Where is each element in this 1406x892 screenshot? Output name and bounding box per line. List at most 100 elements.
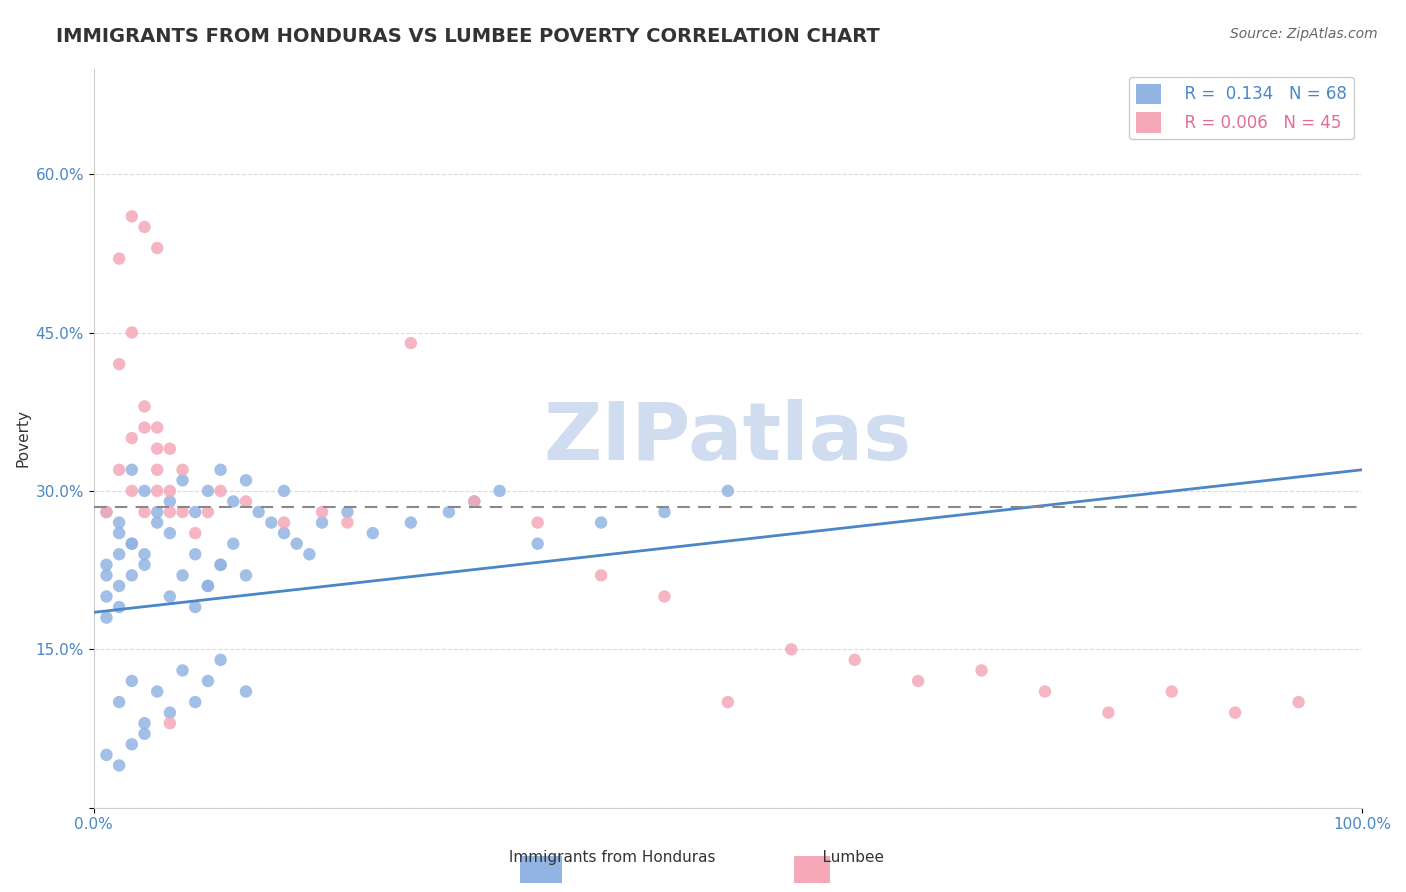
Text: ZIPatlas: ZIPatlas [544, 399, 912, 477]
Point [134, 483, 156, 498]
Point [184, 505, 207, 519]
Text: Lumbee: Lumbee [803, 850, 884, 865]
Point [235, 494, 257, 508]
Point [780, 642, 803, 657]
Point [108, 463, 131, 477]
Point [134, 505, 156, 519]
Point [108, 600, 131, 615]
Point [209, 483, 232, 498]
Point [311, 516, 333, 530]
Point [146, 505, 169, 519]
Point [1225, 706, 1247, 720]
Point [209, 463, 232, 477]
Point [159, 526, 181, 541]
Point [121, 326, 143, 340]
Point [108, 695, 131, 709]
Point [591, 568, 613, 582]
Legend:   R =  0.134   N = 68,   R = 0.006   N = 45: R = 0.134 N = 68, R = 0.006 N = 45 [1129, 77, 1354, 139]
Point [907, 673, 929, 688]
Point [463, 494, 485, 508]
Point [526, 537, 548, 551]
Point [591, 516, 613, 530]
Point [526, 516, 548, 530]
Point [172, 568, 194, 582]
Point [108, 547, 131, 561]
Point [1288, 695, 1310, 709]
Point [172, 473, 194, 487]
Point [336, 516, 359, 530]
Point [298, 547, 321, 561]
Point [96, 568, 118, 582]
Point [134, 219, 156, 234]
Point [437, 505, 460, 519]
Point [197, 673, 219, 688]
Point [96, 505, 118, 519]
Point [247, 505, 270, 519]
Point [134, 420, 156, 434]
Point [285, 537, 308, 551]
Point [134, 547, 156, 561]
Point [311, 505, 333, 519]
Text: Source: ZipAtlas.com: Source: ZipAtlas.com [1230, 27, 1378, 41]
Point [134, 558, 156, 572]
Point [1033, 684, 1056, 698]
Point [121, 210, 143, 224]
Point [159, 716, 181, 731]
Text: IMMIGRANTS FROM HONDURAS VS LUMBEE POVERTY CORRELATION CHART: IMMIGRANTS FROM HONDURAS VS LUMBEE POVER… [56, 27, 880, 45]
Point [146, 483, 169, 498]
Point [463, 494, 485, 508]
Point [1160, 684, 1182, 698]
Point [197, 483, 219, 498]
Point [159, 442, 181, 456]
Point [146, 516, 169, 530]
Point [273, 516, 295, 530]
Point [654, 505, 676, 519]
Point [146, 241, 169, 255]
Point [184, 526, 207, 541]
Point [121, 483, 143, 498]
Point [108, 252, 131, 266]
Point [197, 579, 219, 593]
Point [96, 590, 118, 604]
Point [172, 463, 194, 477]
Point [654, 590, 676, 604]
Point [488, 483, 510, 498]
Point [134, 400, 156, 414]
Point [197, 579, 219, 593]
Point [159, 590, 181, 604]
Point [134, 727, 156, 741]
Point [336, 505, 359, 519]
Point [159, 483, 181, 498]
Point [361, 526, 384, 541]
Point [108, 526, 131, 541]
Point [121, 431, 143, 445]
Point [235, 568, 257, 582]
Point [108, 516, 131, 530]
Point [159, 706, 181, 720]
Point [108, 357, 131, 371]
Point [96, 558, 118, 572]
Point [96, 747, 118, 762]
Point [146, 463, 169, 477]
Point [96, 610, 118, 624]
Point [235, 684, 257, 698]
Point [717, 695, 740, 709]
Point [146, 442, 169, 456]
Text: Immigrants from Honduras: Immigrants from Honduras [465, 850, 716, 865]
Point [197, 505, 219, 519]
Point [121, 463, 143, 477]
Point [172, 664, 194, 678]
Point [209, 558, 232, 572]
Point [108, 579, 131, 593]
Point [121, 737, 143, 751]
Point [970, 664, 993, 678]
Point [146, 420, 169, 434]
Point [399, 336, 422, 351]
Point [209, 653, 232, 667]
Point [96, 505, 118, 519]
Point [273, 483, 295, 498]
Point [184, 547, 207, 561]
Point [399, 516, 422, 530]
Point [108, 758, 131, 772]
Point [717, 483, 740, 498]
